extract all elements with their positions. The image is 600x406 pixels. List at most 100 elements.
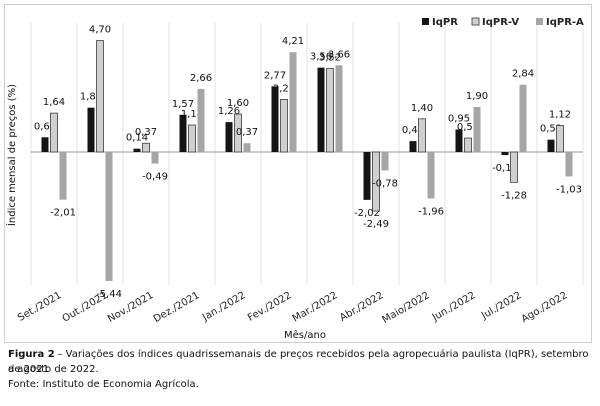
bar-iqpr-a [519,84,527,152]
data-label: -1,03 [556,184,582,195]
caption-line2: a agosto de 2022. [8,362,592,377]
bar-iqpr-v [418,118,426,153]
data-label: 0,95 [448,113,470,124]
bar-iqpr-v [96,40,104,153]
bar-iqpr [133,148,141,152]
category-tick-label: Mar./2022 [291,290,340,325]
bar-iqpr [41,137,49,152]
category-tick-label: Ago./2022 [520,290,570,325]
data-label: 2,22 [273,83,295,94]
data-label: 1,64 [43,97,65,108]
category-tick-label: Dez./2021 [152,290,202,325]
category-tick-label: Out./2021 [61,290,110,325]
data-label: -5,44 [96,289,122,300]
bar-iqpr-a [105,152,113,281]
data-label: 3,52 [319,53,341,64]
data-label: -0,13 [492,163,518,174]
bar-iqpr-v [142,142,150,153]
data-label: -2,02 [354,208,380,219]
data-label: -1,28 [501,190,527,201]
source-text: Fonte: Instituto de Economia Agrícola. [8,379,199,390]
bar-iqpr-a [473,106,481,152]
data-label: 1,40 [411,103,433,114]
y-axis-title: Índice mensal de preços (%) [5,84,18,226]
legend-label: IqPR-A [546,17,584,28]
data-label: 0,59 [457,122,479,133]
legend-swatch [471,17,480,26]
bar-iqpr-a [565,152,573,177]
bar-iqpr [547,139,555,152]
data-label: 3,66 [328,49,350,60]
category-tick-label: Jun./2022 [430,290,478,324]
bar-iqpr [179,114,187,152]
legend-swatch [536,18,543,25]
bar-iqpr [363,152,371,200]
bar-iqpr [225,122,233,152]
data-label: 0,62 [34,121,56,132]
figure-caption: Figura 2– Variações dos índices quadrisse… [8,349,589,375]
bar-iqpr-v [372,151,380,212]
bar-iqpr [271,86,279,152]
legend-label: IqPR [432,17,458,28]
bar-iqpr-a [197,88,205,152]
data-label: 1,57 [172,99,194,110]
legend-label: IqPR-V [482,17,519,28]
data-label: 1,12 [549,109,571,120]
bar-iqpr-v [510,151,518,183]
data-label: 2,77 [264,70,286,81]
bar-iqpr-a [335,65,343,152]
bar-iqpr-a [59,152,67,200]
data-label: 3,56 [310,52,332,63]
bar-iqpr-v [326,68,334,153]
category-tick-label: Jul./2022 [479,290,524,322]
data-label: 4,70 [89,25,111,36]
data-label: 2,84 [512,69,534,80]
data-label: 0,52 [540,124,562,135]
data-label: 1,87 [80,92,102,103]
category-tick-label: Abr./2022 [338,290,385,324]
category-tick-label: Jan./2022 [200,290,247,324]
category-tick-label: Set./2021 [16,290,63,324]
data-label: 1,14 [181,109,203,120]
bar-iqpr-v [188,124,196,153]
data-label: 4,21 [282,36,304,47]
bar-iqpr-a [243,143,251,152]
bar-iqpr-a [427,152,435,199]
category-tick-label: Fev./2022 [246,290,294,324]
data-label: -2,49 [363,219,389,230]
data-label: 0,14 [126,133,148,144]
bar-iqpr-v [464,137,472,153]
bar-iqpr [501,152,509,156]
data-label: -1,96 [418,206,444,217]
caption-text-line2: a agosto de 2022. [8,364,99,375]
data-label: -0,78 [372,178,398,189]
data-label: -2,01 [50,208,76,219]
data-label: -0,49 [142,172,168,183]
figure-source: Fonte: Instituto de Economia Agrícola. [8,377,592,392]
bar-iqpr-a [289,52,297,152]
chart-frame: 0,62 1,87 0,14 1,57 1,26 2,77 3,56 -2,02 0,46 0,9… [4,4,592,343]
bar-iqpr-v [556,125,564,153]
x-axis-title: Mês/ano [284,329,326,341]
data-label: 0,37 [236,127,258,138]
bar-chart: 0,62 1,87 0,14 1,57 1,26 2,77 3,56 -2,02 0,46 0,9… [5,17,584,341]
caption-text-line1: Variações dos índices quadrissemanais de… [8,349,589,375]
bar-iqpr-v [280,98,288,153]
data-label: 1,26 [218,106,240,117]
data-label: 0,37 [135,127,157,138]
bar-iqpr-a [151,152,159,164]
bar-iqpr-a [381,152,389,171]
bar-iqpr [455,129,463,152]
data-label: 1,60 [227,98,249,109]
bar-iqpr-v [234,113,242,153]
category-tick-label: Maio/2022 [381,290,432,326]
bar-iqpr [409,141,417,152]
figure-label: Figura 2 [8,349,55,360]
legend-swatch [422,18,429,25]
data-label: 2,66 [190,73,212,84]
data-label: 1,90 [466,91,488,102]
bar-iqpr-v [50,112,58,153]
bar-iqpr [317,67,325,152]
data-label: 0,46 [402,125,424,136]
bar-iqpr [87,107,95,152]
